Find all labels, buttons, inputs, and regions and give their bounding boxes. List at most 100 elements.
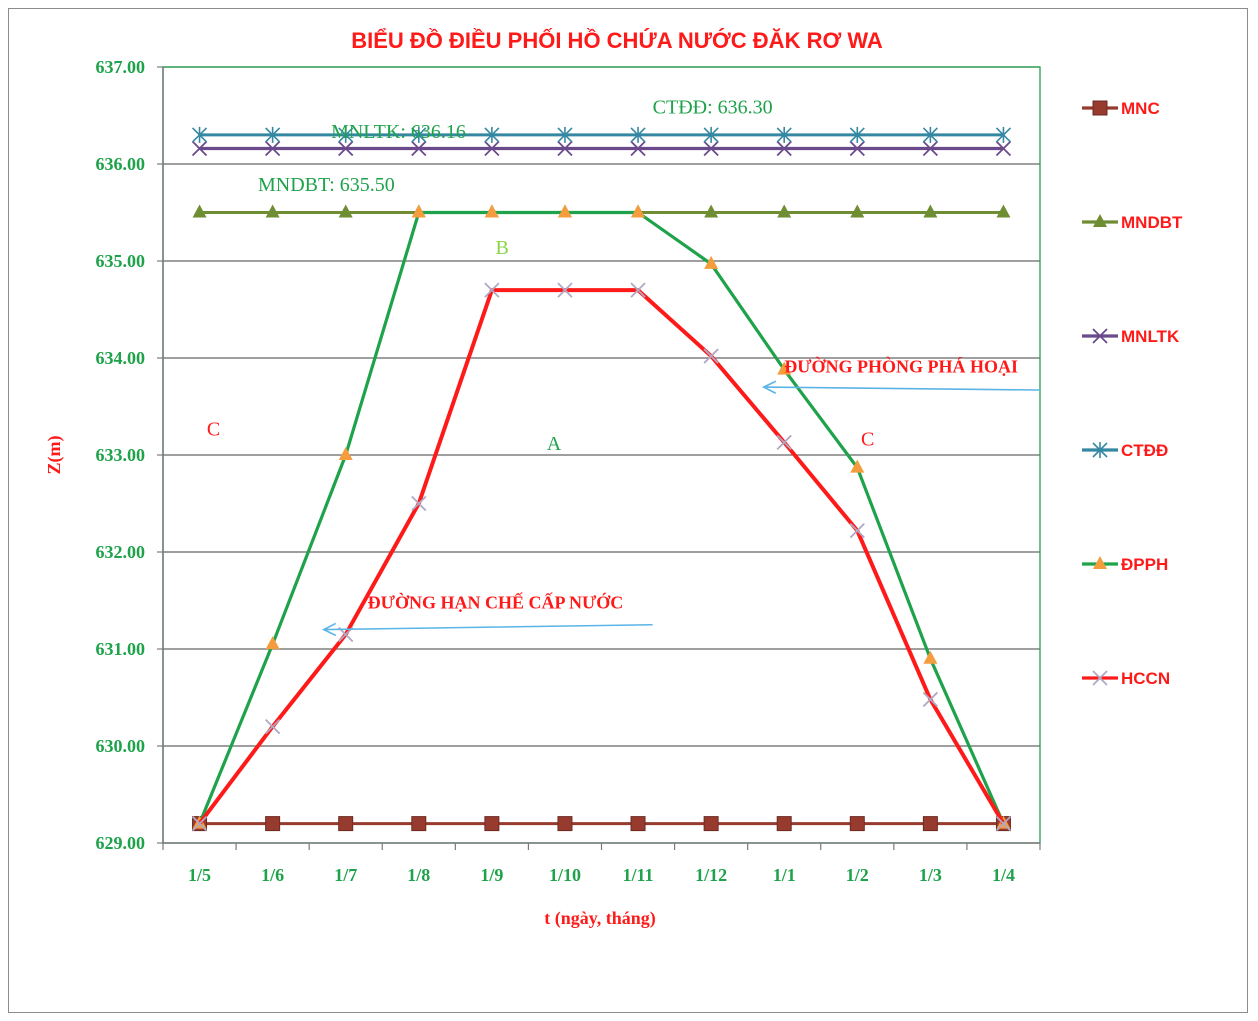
marker-triangle — [777, 361, 792, 375]
marker-x — [264, 718, 281, 735]
x-tick-label: 1/11 — [623, 865, 654, 885]
marker-square — [703, 816, 719, 832]
marker-star — [703, 126, 719, 143]
annotation-layer: MNLTK: 636.16 CTĐĐ: 636.30 MNDBT: 635.50 B A… — [207, 97, 1041, 637]
y-tick-label: 630.00 — [96, 736, 146, 756]
marker-triangle — [704, 255, 719, 269]
marker-x-stroke — [191, 140, 208, 157]
marker-triangle — [265, 636, 280, 650]
marker-x — [630, 140, 646, 157]
series-mnc — [192, 816, 1011, 832]
marker-x-stroke — [849, 140, 865, 157]
marker-star — [191, 126, 208, 143]
marker-triangle — [923, 650, 938, 664]
x-tick-label: 1/6 — [261, 865, 284, 885]
marker-x — [703, 140, 719, 157]
legend-item-mnc: MNC — [1082, 99, 1160, 118]
marker-triangle — [192, 204, 207, 218]
legend-label: CTĐĐ — [1121, 441, 1168, 460]
annotation-dpph-label: ĐƯỜNG PHÒNG PHÁ HOẠI — [784, 356, 1018, 377]
marker-x — [849, 140, 865, 157]
marker-triangle — [338, 204, 353, 218]
marker-star — [849, 126, 865, 143]
marker-square — [557, 816, 573, 832]
marker-x — [557, 282, 573, 298]
legend-layer: MNC MNDBT MNLTK CTĐĐ ĐPPH HCCN — [1082, 99, 1183, 688]
annotation-zone-c-left: C — [207, 419, 220, 441]
x-tick-label: 1/5 — [188, 865, 211, 885]
arrow-head — [321, 622, 337, 637]
marker-x — [557, 140, 573, 157]
marker-triangle — [1093, 556, 1107, 569]
marker-square — [776, 816, 792, 832]
marker-x-stroke — [703, 140, 719, 157]
legend-label: MNDBT — [1121, 213, 1183, 232]
arrow-shaft — [323, 623, 653, 631]
marker-x — [776, 140, 792, 157]
marker-x-stroke — [703, 348, 719, 364]
chart-title: BIỂU ĐỒ ĐIỀU PHỐI HỒ CHỨA NƯỚC ĐĂK RƠ WA — [351, 27, 883, 53]
x-tick-label: 1/12 — [695, 865, 727, 885]
marker-x — [484, 282, 500, 298]
marker-x — [922, 140, 939, 157]
marker-x — [264, 140, 281, 157]
marker-square — [1092, 100, 1108, 116]
marker-star — [776, 126, 792, 143]
x-tick-label: 1/8 — [407, 865, 430, 885]
marker-x-stroke — [484, 140, 500, 157]
x-axis-title: t (ngày, tháng) — [544, 908, 656, 929]
marker-x-stroke — [776, 140, 792, 157]
marker-x — [703, 348, 719, 364]
marker-triangle — [411, 204, 426, 218]
legend-item-hccn: HCCN — [1082, 669, 1170, 688]
axis-layer: 629.00 630.00 631.00 632.00 633.00 634.00 635.… — [96, 57, 1041, 885]
series-line — [197, 288, 1006, 825]
grid-layer — [163, 66, 1040, 747]
marker-x — [995, 815, 1012, 832]
marker-x — [411, 495, 427, 512]
arrow-shaft — [763, 386, 1041, 391]
y-tick-label: 634.00 — [96, 348, 146, 368]
legend-label: MNC — [1121, 99, 1160, 118]
legend-item-ctđđ: CTĐĐ — [1082, 441, 1168, 460]
marker-x-stroke — [630, 282, 646, 298]
series-line — [198, 210, 1005, 825]
marker-star — [995, 126, 1012, 143]
x-tick-label: 1/1 — [773, 865, 796, 885]
marker-x-stroke — [191, 815, 208, 832]
annotation-ctdd: CTĐĐ: 636.30 — [653, 97, 773, 119]
marker-x-stroke — [1092, 328, 1108, 344]
marker-triangle — [631, 204, 646, 218]
x-tick-label: 1/9 — [480, 865, 503, 885]
marker-square — [630, 816, 646, 832]
annotation-hccn-label: ĐƯỜNG HẠN CHẾ CẤP NƯỚC — [368, 591, 624, 612]
marker-x-stroke — [630, 140, 646, 157]
marker-x — [1092, 670, 1108, 686]
y-tick-label: 635.00 — [96, 251, 146, 271]
marker-x — [922, 691, 939, 708]
marker-square — [338, 816, 354, 832]
marker-x-stroke — [849, 523, 865, 539]
marker-square — [849, 816, 865, 832]
marker-triangle — [1093, 214, 1107, 227]
marker-triangle — [850, 459, 865, 473]
series-đpph — [192, 204, 1011, 829]
marker-square — [265, 816, 281, 832]
x-tick-label: 1/10 — [549, 865, 581, 885]
series-ctđđ — [191, 126, 1012, 143]
marker-triangle — [704, 204, 719, 218]
marker-triangle — [923, 204, 938, 218]
y-tick-label: 632.00 — [96, 542, 146, 562]
marker-x-stroke — [557, 140, 573, 157]
marker-x-stroke — [995, 815, 1012, 832]
legend-label: MNLTK — [1121, 327, 1180, 346]
marker-x-stroke — [338, 140, 354, 157]
legend-item-mnltk: MNLTK — [1082, 327, 1180, 346]
marker-x-stroke — [922, 691, 939, 708]
marker-x — [484, 140, 500, 157]
legend-label: ĐPPH — [1121, 555, 1168, 574]
annotation-zone-c-right: C — [861, 428, 874, 450]
marker-star — [411, 126, 427, 143]
y-tick-label: 636.00 — [96, 154, 146, 174]
